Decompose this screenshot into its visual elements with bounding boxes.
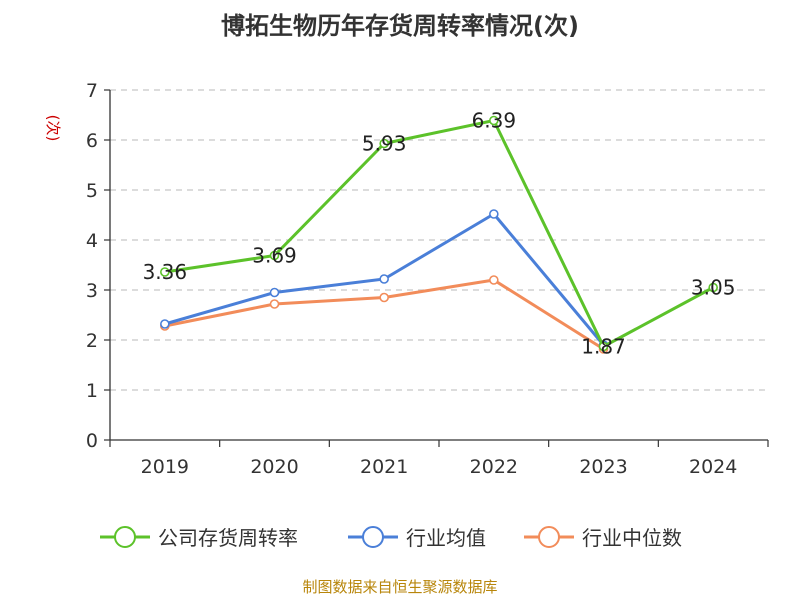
series-0-point-2021 xyxy=(379,138,389,149)
label-layer: 3.36 3.69 5.93 6.39 1.87 3.05 xyxy=(143,109,736,359)
data-label-2022: 6.39 xyxy=(472,109,517,133)
data-label-2024: 3.05 xyxy=(691,276,736,300)
chart-title: 博拓生物历年存货周转率情况(次) xyxy=(221,12,579,40)
series-line-0 xyxy=(164,119,714,348)
series-2-point-2020 xyxy=(269,299,280,309)
x-tick-label-2024: 2024 xyxy=(689,456,737,478)
y-tick-label-6: 6 xyxy=(86,130,98,152)
series-1-point-2022 xyxy=(489,209,499,219)
data-label-2019: 3.36 xyxy=(143,260,188,284)
x-tick-label-2021: 2021 xyxy=(360,456,408,478)
data-label-2020: 3.69 xyxy=(252,244,297,268)
axis-layer: 0 1 2 3 4 5 6 7 2019 2020 2021 2022 2023 2024 (次) xyxy=(44,80,769,478)
series-0-point-2024 xyxy=(708,282,718,293)
grid-layer xyxy=(110,89,768,391)
legend-marker-0 xyxy=(114,526,136,548)
series-0-point-2023 xyxy=(598,341,609,352)
legend: 公司存货周转率 行业均值 行业中位数 xyxy=(100,526,682,550)
x-tick-label-2020: 2020 xyxy=(250,456,298,478)
y-tick-label-3: 3 xyxy=(86,280,98,302)
data-label-2023: 1.87 xyxy=(581,335,626,359)
legend-label-0: 公司存货周转率 xyxy=(158,526,298,550)
x-tick-label-2022: 2022 xyxy=(470,456,518,478)
y-tick-label-5: 5 xyxy=(86,180,98,202)
series-0-point-2020 xyxy=(269,250,280,261)
series-line-2 xyxy=(164,278,605,351)
series-layer xyxy=(160,115,718,354)
legend-marker-1 xyxy=(362,526,384,548)
legend-marker-2 xyxy=(538,526,560,548)
series-0-point-2022 xyxy=(489,115,499,126)
x-tick-label-2023: 2023 xyxy=(579,456,627,478)
y-axis-label: (次) xyxy=(44,115,62,142)
y-tick-label-1: 1 xyxy=(86,380,98,402)
y-tick-label-2: 2 xyxy=(86,330,98,352)
source-note: 制图数据来自恒生聚源数据库 xyxy=(302,578,498,596)
series-1-point-2019 xyxy=(160,319,170,329)
series-2-point-2022 xyxy=(489,275,499,285)
y-tick-label-4: 4 xyxy=(86,230,98,252)
y-tick-label-0: 0 xyxy=(86,430,98,452)
series-0-point-2019 xyxy=(160,267,170,277)
legend-label-1: 行业均值 xyxy=(406,526,486,550)
legend-label-2: 行业中位数 xyxy=(582,526,682,550)
series-1-point-2021 xyxy=(379,274,389,284)
series-1-point-2020 xyxy=(269,287,280,298)
x-tick-label-2019: 2019 xyxy=(141,456,189,478)
series-2-point-2021 xyxy=(379,292,389,303)
y-tick-label-7: 7 xyxy=(86,80,98,102)
data-label-2021: 5.93 xyxy=(362,132,407,156)
